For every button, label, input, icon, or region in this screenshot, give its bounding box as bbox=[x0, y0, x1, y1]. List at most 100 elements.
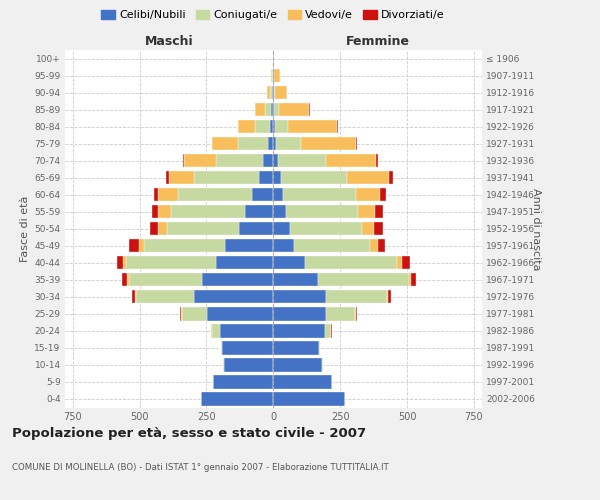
Bar bbox=[286, 205, 358, 218]
Bar bbox=[238, 137, 268, 150]
Bar bbox=[273, 307, 326, 320]
Bar bbox=[128, 239, 139, 252]
Bar bbox=[270, 86, 272, 99]
Bar bbox=[273, 358, 322, 372]
Bar bbox=[152, 205, 158, 218]
Bar bbox=[273, 222, 290, 235]
Bar bbox=[211, 324, 212, 338]
Bar bbox=[275, 86, 287, 99]
Bar bbox=[347, 171, 389, 184]
Bar bbox=[222, 342, 273, 354]
Bar bbox=[294, 239, 370, 252]
Bar bbox=[387, 290, 388, 304]
Bar bbox=[220, 324, 273, 338]
Text: Popolazione per età, sesso e stato civile - 2007: Popolazione per età, sesso e stato civil… bbox=[12, 428, 366, 440]
Bar bbox=[273, 137, 276, 150]
Bar bbox=[256, 120, 270, 133]
Text: Maschi: Maschi bbox=[145, 34, 193, 48]
Bar bbox=[273, 290, 326, 304]
Bar bbox=[325, 324, 331, 338]
Bar bbox=[238, 120, 256, 133]
Bar bbox=[290, 222, 362, 235]
Bar bbox=[273, 205, 286, 218]
Text: Femmine: Femmine bbox=[346, 34, 410, 48]
Bar bbox=[409, 273, 411, 286]
Bar bbox=[117, 256, 123, 270]
Bar bbox=[273, 392, 345, 406]
Bar bbox=[123, 256, 126, 270]
Bar bbox=[167, 222, 239, 235]
Bar bbox=[252, 188, 273, 202]
Bar bbox=[283, 188, 356, 202]
Bar bbox=[216, 256, 273, 270]
Bar bbox=[178, 188, 252, 202]
Bar bbox=[358, 205, 375, 218]
Bar bbox=[388, 290, 391, 304]
Bar bbox=[201, 392, 273, 406]
Bar bbox=[135, 290, 136, 304]
Bar bbox=[129, 273, 202, 286]
Bar bbox=[139, 239, 143, 252]
Bar bbox=[194, 171, 259, 184]
Bar bbox=[326, 307, 355, 320]
Bar bbox=[265, 103, 271, 116]
Bar bbox=[278, 103, 310, 116]
Bar bbox=[301, 137, 356, 150]
Bar bbox=[127, 273, 129, 286]
Bar bbox=[273, 324, 325, 338]
Bar bbox=[136, 290, 194, 304]
Bar bbox=[278, 154, 326, 168]
Bar bbox=[184, 154, 217, 168]
Bar bbox=[267, 86, 270, 99]
Bar bbox=[224, 358, 273, 372]
Bar bbox=[326, 290, 387, 304]
Bar bbox=[181, 307, 182, 320]
Bar bbox=[305, 256, 397, 270]
Bar bbox=[239, 222, 273, 235]
Bar bbox=[263, 154, 273, 168]
Bar bbox=[356, 188, 380, 202]
Bar bbox=[245, 205, 273, 218]
Bar bbox=[276, 137, 301, 150]
Bar bbox=[122, 273, 127, 286]
Bar bbox=[158, 222, 167, 235]
Bar bbox=[274, 86, 275, 99]
Bar bbox=[275, 120, 288, 133]
Bar bbox=[288, 120, 337, 133]
Bar bbox=[274, 69, 280, 82]
Bar bbox=[225, 239, 273, 252]
Bar bbox=[370, 239, 378, 252]
Bar bbox=[171, 205, 245, 218]
Bar bbox=[158, 205, 171, 218]
Bar bbox=[212, 137, 238, 150]
Bar bbox=[374, 222, 383, 235]
Bar bbox=[194, 290, 273, 304]
Bar bbox=[397, 256, 402, 270]
Bar bbox=[402, 256, 410, 270]
Bar bbox=[273, 256, 305, 270]
Bar bbox=[273, 239, 294, 252]
Bar bbox=[380, 188, 386, 202]
Bar bbox=[166, 171, 169, 184]
Bar bbox=[272, 86, 273, 99]
Bar bbox=[273, 188, 283, 202]
Bar bbox=[273, 342, 319, 354]
Bar bbox=[169, 171, 194, 184]
Y-axis label: Fasce di età: Fasce di età bbox=[20, 196, 30, 262]
Bar bbox=[362, 222, 374, 235]
Bar bbox=[318, 273, 409, 286]
Bar bbox=[271, 69, 272, 82]
Bar bbox=[273, 120, 275, 133]
Bar bbox=[270, 120, 273, 133]
Bar bbox=[213, 376, 273, 388]
Legend: Celibi/Nubili, Coniugati/e, Vedovi/e, Divorziati/e: Celibi/Nubili, Coniugati/e, Vedovi/e, Di… bbox=[97, 6, 449, 25]
Bar bbox=[356, 137, 357, 150]
Bar bbox=[202, 273, 273, 286]
Bar bbox=[375, 205, 383, 218]
Bar bbox=[272, 69, 273, 82]
Bar bbox=[376, 154, 377, 168]
Bar bbox=[207, 307, 273, 320]
Bar bbox=[389, 171, 392, 184]
Bar bbox=[221, 342, 222, 354]
Bar bbox=[274, 103, 278, 116]
